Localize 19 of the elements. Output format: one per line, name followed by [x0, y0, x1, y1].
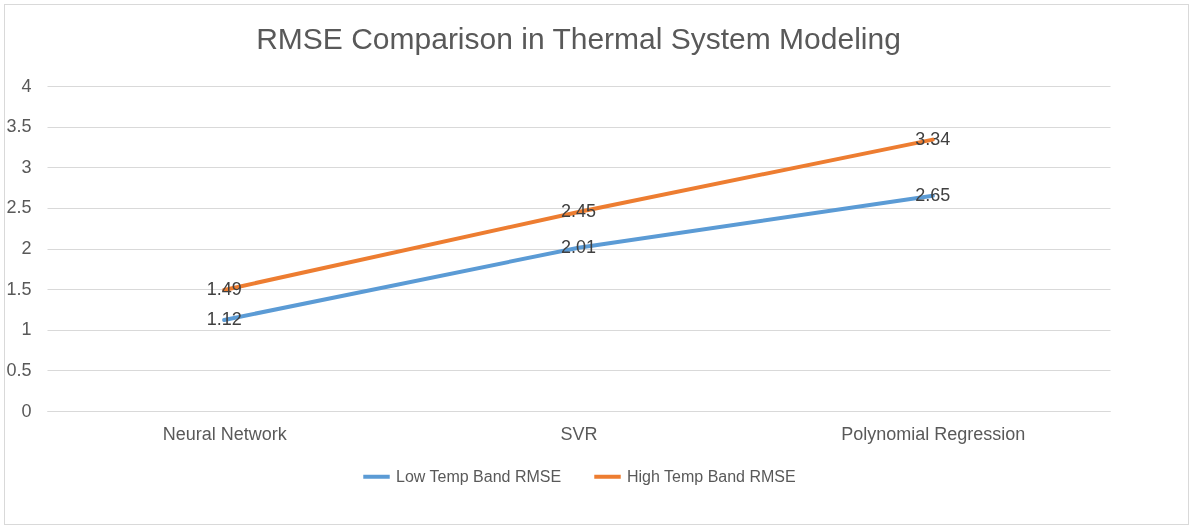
legend-label: High Temp Band RMSE — [627, 467, 796, 485]
y-tick-label: 3 — [21, 156, 32, 177]
x-tick-label: SVR — [560, 423, 598, 444]
y-tick-label: 1 — [21, 319, 32, 340]
x-tick-label: Neural Network — [162, 423, 288, 444]
legend-label: Low Temp Band RMSE — [396, 467, 562, 485]
data-label: 3.34 — [915, 128, 951, 149]
chart-title: RMSE Comparison in Thermal System Modeling — [256, 22, 901, 55]
y-tick-label: 0.5 — [6, 359, 32, 380]
data-label: 1.12 — [206, 309, 242, 329]
y-tick-label: 3.5 — [6, 116, 32, 137]
y-tick-label: 1.5 — [6, 278, 32, 299]
data-label: 2.65 — [915, 184, 951, 205]
y-tick-label: 2.5 — [6, 197, 32, 218]
y-tick-label: 2 — [21, 238, 32, 258]
y-tick-label: 4 — [21, 75, 32, 96]
y-tick-label: 0 — [21, 400, 32, 421]
x-tick-label: Polynomial Regression — [841, 423, 1026, 444]
data-label: 1.49 — [206, 278, 242, 299]
